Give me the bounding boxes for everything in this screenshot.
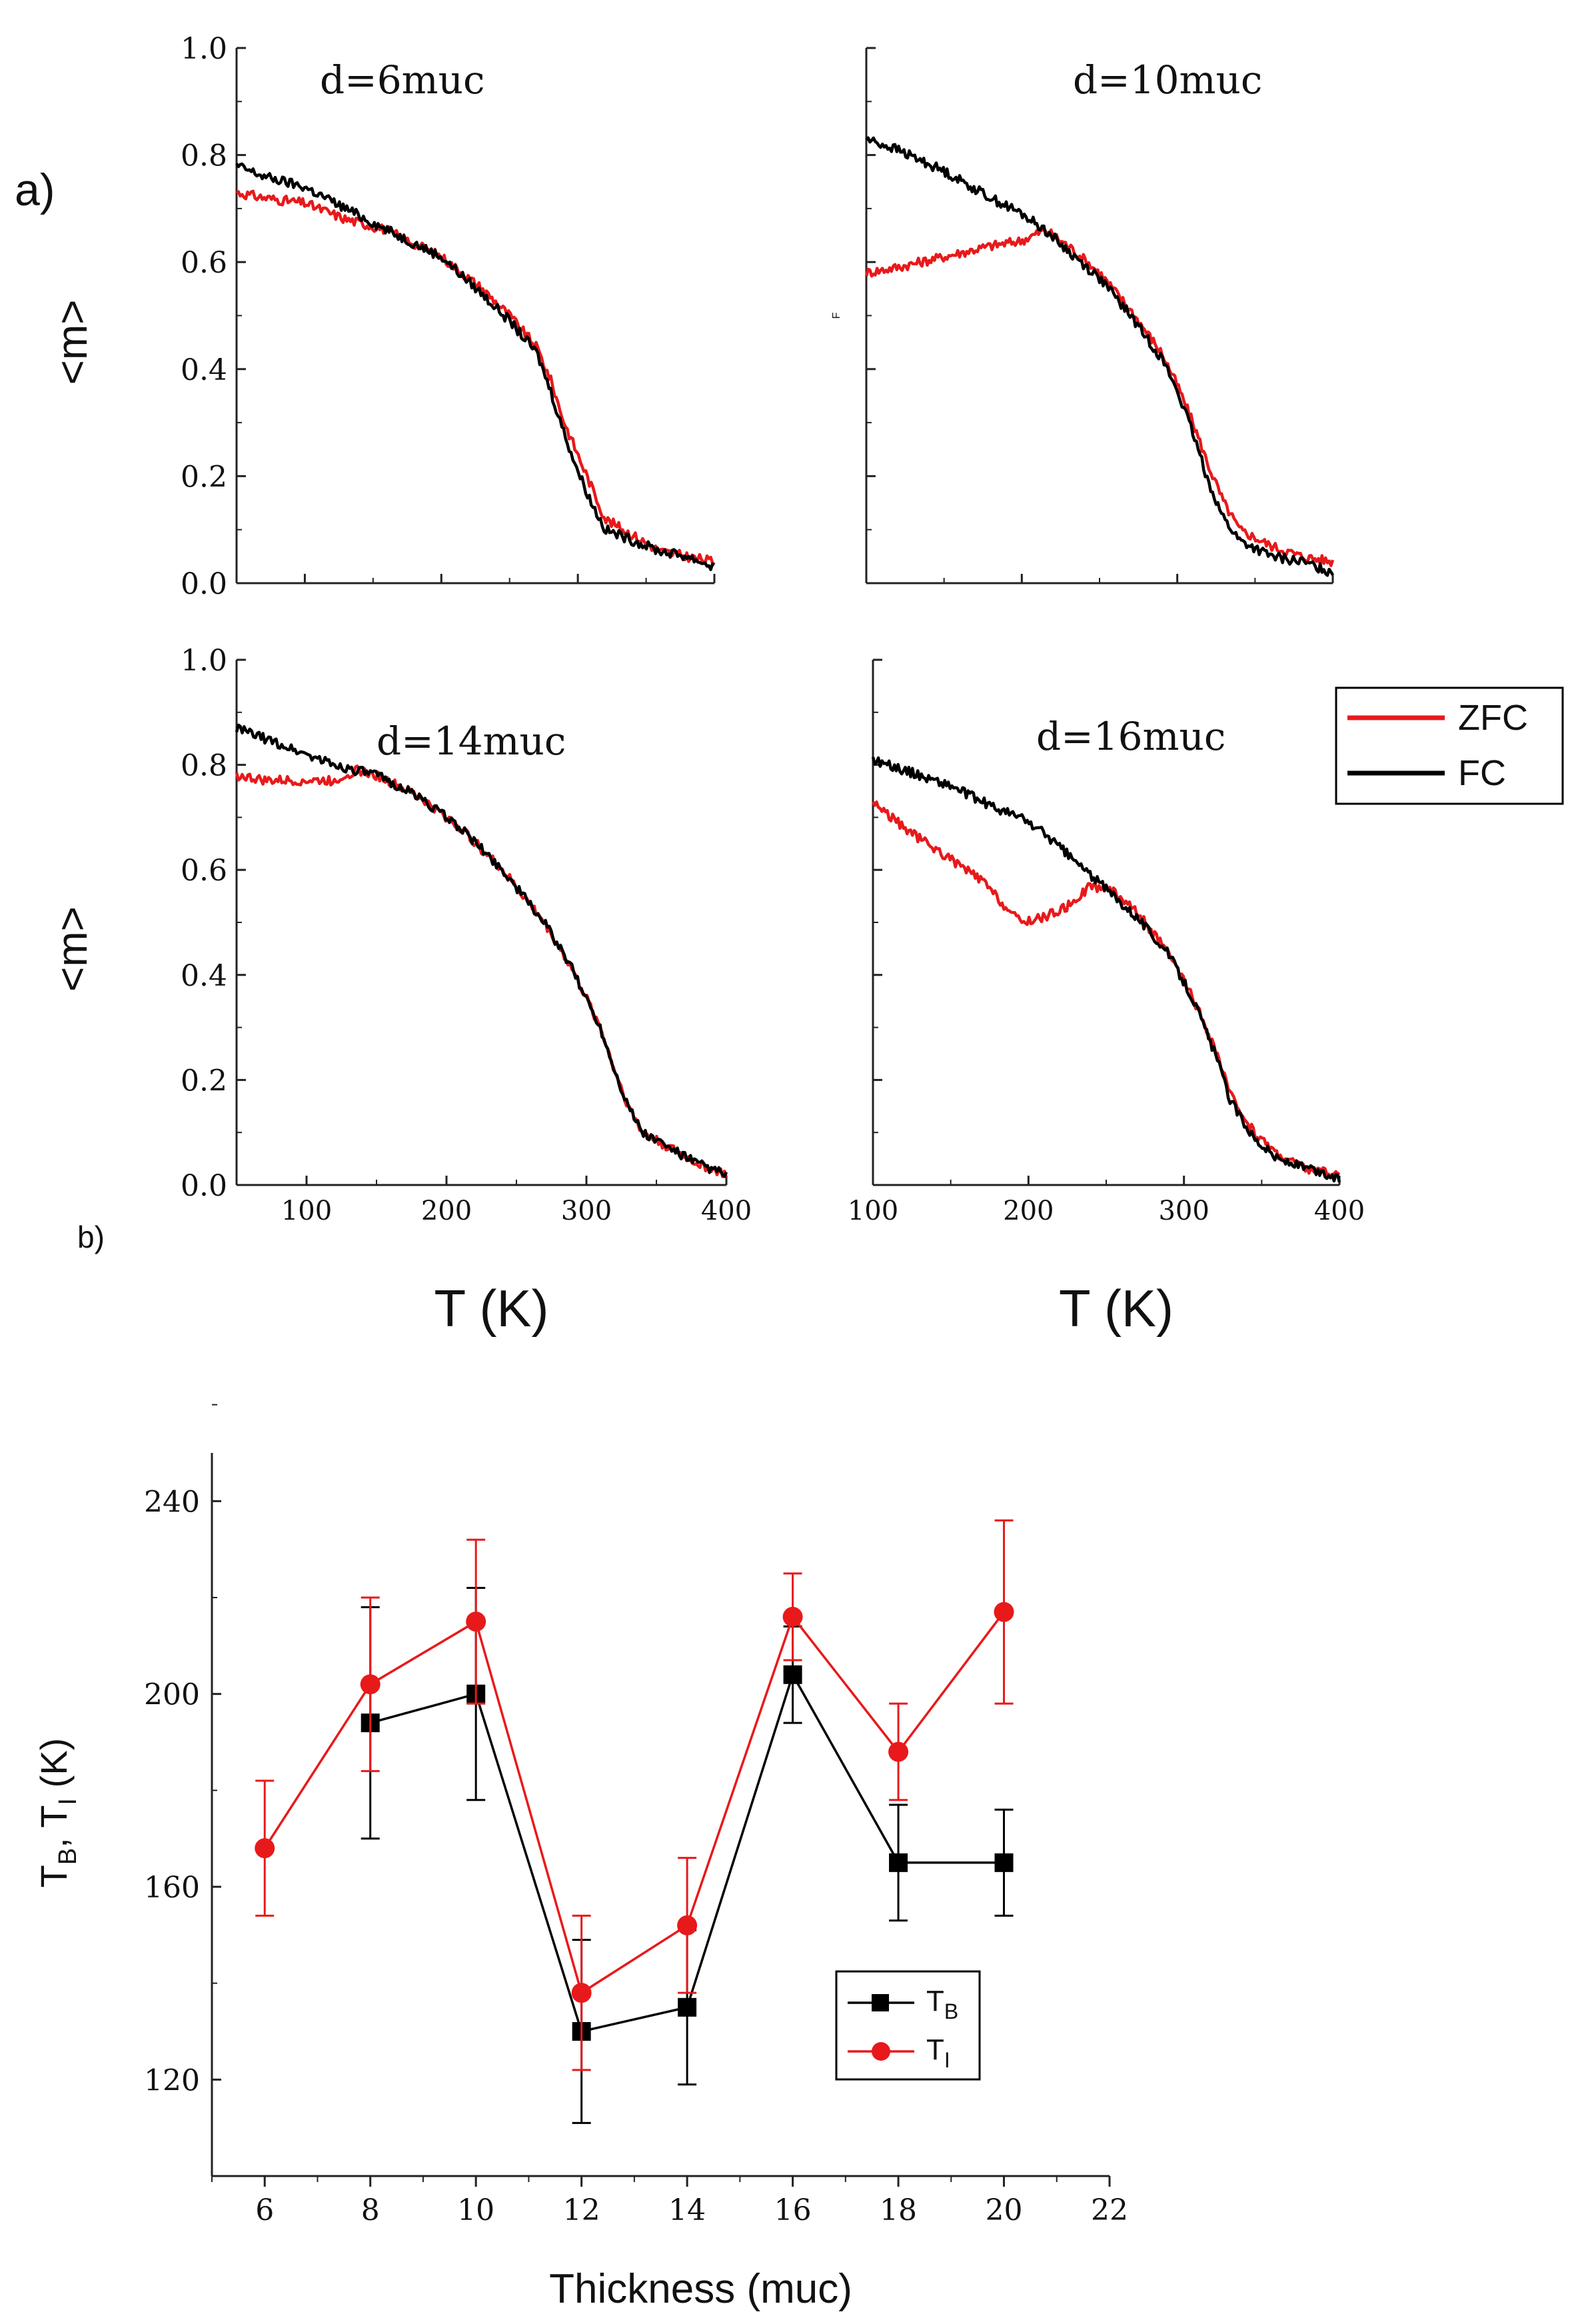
series-fc-line [235, 723, 728, 1178]
x-tick-label: 100 [281, 1196, 332, 1226]
panel-a1: 0.0 0.2 0.4 0.6 0.8 1.0 <m> d=6muc [48, 32, 716, 601]
marker-square [678, 1997, 697, 2017]
x-tick-label: 200 [421, 1196, 472, 1226]
marker-circle [994, 1602, 1014, 1622]
legend-label-base: T [926, 2033, 944, 2066]
y-tick-label: 0.8 [181, 139, 227, 173]
y-axis-label-part: , T [33, 1805, 75, 1847]
panel-b: 120 160 200 240 6 8 10 12 14 16 18 20 22 Thickness (m… [33, 1404, 1128, 2312]
legend-zfc-label: ZFC [1458, 698, 1528, 738]
y-tick-label: 0.0 [181, 567, 227, 601]
marker-square [889, 1853, 908, 1872]
legend-fc-label: FC [1458, 753, 1506, 793]
x-tick-label: 400 [1314, 1196, 1365, 1226]
panel-a-label: a) [15, 165, 55, 215]
legend-label: TB [926, 1985, 958, 2023]
y-axis-label: <m> [48, 906, 96, 992]
y-tick-label: 120 [144, 2063, 200, 2097]
x-tick-label: 300 [561, 1196, 612, 1226]
legend-label-subscript: B [944, 1999, 958, 2023]
x-tick-label: 8 [361, 2193, 380, 2227]
legend-label-subscript: I [944, 2048, 950, 2072]
y-axis-label-subscript: B [54, 1848, 82, 1865]
y-tick-label: 0.4 [181, 353, 227, 387]
annotation: d=14muc [377, 718, 566, 764]
x-tick-label: 12 [563, 2193, 600, 2227]
x-tick-label: 16 [774, 2193, 812, 2227]
series-fc-line [235, 162, 715, 571]
annotation: d=10muc [1073, 57, 1262, 103]
y-tick-label: 1.0 [181, 644, 227, 678]
marker-square [783, 1665, 802, 1684]
y-axis-label: TB, TI (K) [33, 1738, 82, 1888]
marker-circle [888, 1742, 909, 1762]
annotation: d=16muc [1036, 714, 1225, 759]
x-tick-label: 100 [848, 1196, 898, 1226]
marker-circle [360, 1674, 381, 1695]
y-tick-label: 160 [144, 1871, 200, 1905]
y-axis-label-part: (K) [33, 1738, 75, 1798]
x-axis-label: T (K) [1059, 1279, 1174, 1338]
marker-circle [677, 1915, 698, 1935]
x-tick-label: 22 [1091, 2193, 1128, 2227]
x-tick-label: 400 [701, 1196, 752, 1226]
series-fc-line [865, 136, 1334, 577]
y-axis-label-subscript: I [54, 1798, 82, 1805]
marker-circle [782, 1606, 803, 1627]
x-axis-label: Thickness (muc) [549, 2266, 852, 2312]
x-tick-label: 300 [1158, 1196, 1209, 1226]
legend-marker-circle [872, 2042, 890, 2061]
x-tick-label: 200 [1003, 1196, 1054, 1226]
y-axis-label: <m> [48, 299, 96, 385]
x-axis-label: T (K) [434, 1279, 549, 1338]
y-tick-label: 1.0 [181, 32, 227, 66]
y-tick-label: 0.0 [181, 1169, 227, 1203]
marker-circle [466, 1612, 486, 1632]
y-tick-label: 0.2 [181, 460, 227, 494]
series-ti-line [263, 1611, 1005, 1995]
series-fc-line [871, 756, 1341, 1183]
marker-circle [255, 1838, 275, 1859]
x-tick-label: 14 [668, 2193, 706, 2227]
y-tick-label: 200 [144, 1678, 200, 1712]
panel-a3: 0.0 0.2 0.4 0.6 0.8 1.0 100 200 300 400 <m> T (K) d=… [48, 644, 752, 1338]
legend-box [835, 1970, 981, 2081]
marker-square [994, 1853, 1014, 1872]
panel-b-label: b) [77, 1220, 105, 1254]
legend-zfc-fc: ZFC FC [1335, 686, 1564, 805]
panel-a2: Fd=10muc [831, 47, 1335, 584]
x-tick-label: 18 [880, 2193, 917, 2227]
y-tick-label: 0.4 [181, 959, 227, 993]
annotation: d=6muc [320, 57, 484, 103]
x-tick-label: 10 [457, 2193, 494, 2227]
x-tick-label: 6 [255, 2193, 274, 2227]
y-tick-label: 0.6 [181, 854, 227, 888]
marker-circle [571, 1983, 592, 2003]
legend-box [1335, 686, 1564, 805]
plots: 0.00.20.40.60.81.0<m>d=6mucFd=10muc0.00.… [33, 32, 1365, 2312]
y-tick-label: 0.6 [181, 246, 227, 280]
legend-label: TI [926, 2033, 950, 2072]
y-tick-label: 0.2 [181, 1064, 227, 1098]
legend-marker-square [872, 1994, 889, 2011]
panel-a4: 100 200 300 400 T (K) d=16muc [848, 658, 1365, 1338]
legend-label-base: T [926, 1985, 944, 2017]
x-tick-label: 20 [986, 2193, 1023, 2227]
y-tick-label: 240 [144, 1485, 200, 1519]
y-axis-label-part: T [33, 1865, 75, 1887]
stray-label: F [831, 312, 842, 319]
y-tick-label: 0.8 [181, 749, 227, 783]
